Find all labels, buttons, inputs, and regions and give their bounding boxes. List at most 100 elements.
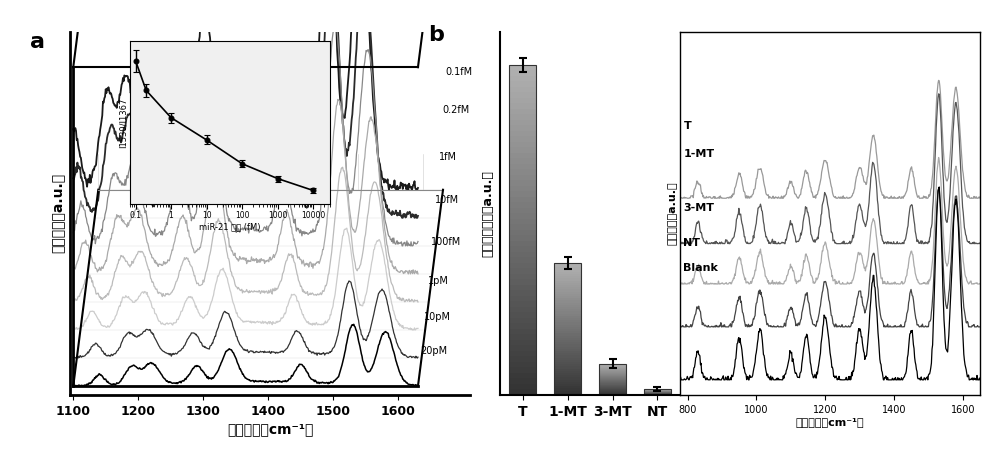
Bar: [509, 213, 536, 219]
Bar: [599, 367, 626, 368]
Bar: [599, 376, 626, 377]
Bar: [599, 370, 626, 371]
Bar: [509, 312, 536, 318]
Bar: [509, 241, 536, 247]
Bar: [509, 87, 536, 92]
Bar: [554, 278, 581, 281]
Bar: [509, 65, 536, 70]
Bar: [599, 373, 626, 374]
Text: 0.2fM: 0.2fM: [442, 105, 469, 115]
Bar: [599, 372, 626, 373]
Bar: [554, 263, 581, 395]
Bar: [509, 279, 536, 285]
Bar: [554, 289, 581, 291]
Bar: [509, 98, 536, 104]
Bar: [509, 76, 536, 81]
Bar: [599, 371, 626, 372]
Bar: [509, 390, 536, 395]
Bar: [599, 385, 626, 386]
Bar: [599, 369, 626, 370]
Bar: [554, 265, 581, 267]
Text: T: T: [683, 121, 691, 131]
Bar: [509, 142, 536, 148]
Text: 20pM: 20pM: [421, 345, 448, 355]
Bar: [509, 169, 536, 175]
Bar: [509, 379, 536, 384]
Bar: [509, 367, 536, 373]
Bar: [554, 388, 581, 390]
Bar: [599, 394, 626, 395]
Bar: [554, 329, 581, 331]
Bar: [509, 247, 536, 252]
Bar: [509, 235, 536, 241]
Bar: [554, 336, 581, 338]
Bar: [554, 316, 581, 318]
Bar: [644, 389, 671, 395]
Bar: [554, 358, 581, 360]
Bar: [509, 120, 536, 125]
Bar: [509, 384, 536, 390]
Bar: [554, 346, 581, 349]
Bar: [509, 291, 536, 296]
X-axis label: miR-21 浓度 (fM): miR-21 浓度 (fM): [199, 222, 261, 232]
Bar: [509, 192, 536, 197]
Bar: [554, 320, 581, 322]
Bar: [554, 305, 581, 307]
Bar: [509, 202, 536, 208]
Bar: [509, 318, 536, 323]
Bar: [509, 136, 536, 142]
Bar: [554, 281, 581, 283]
Bar: [599, 379, 626, 380]
Y-axis label: 拉曼强度（a.u.）: 拉曼强度（a.u.）: [52, 173, 66, 253]
Bar: [554, 380, 581, 382]
Bar: [599, 366, 626, 367]
Bar: [509, 323, 536, 329]
Bar: [554, 342, 581, 344]
Bar: [554, 285, 581, 287]
Bar: [509, 224, 536, 230]
Text: 1-MT: 1-MT: [683, 149, 715, 159]
Bar: [599, 381, 626, 382]
Bar: [554, 296, 581, 298]
Y-axis label: 相对拉曼强度（a.u.）: 相对拉曼强度（a.u.）: [481, 170, 494, 257]
Bar: [509, 340, 536, 345]
Text: 100fM: 100fM: [431, 237, 462, 247]
Bar: [554, 333, 581, 336]
Bar: [509, 257, 536, 263]
Bar: [554, 322, 581, 325]
Bar: [554, 276, 581, 278]
Y-axis label: 拉曼强度（a.u.）: 拉曼强度（a.u.）: [667, 182, 677, 245]
Bar: [554, 270, 581, 271]
Bar: [509, 345, 536, 351]
Text: 1fM: 1fM: [438, 152, 456, 162]
Bar: [554, 307, 581, 309]
Bar: [509, 109, 536, 114]
Bar: [554, 287, 581, 289]
Bar: [599, 391, 626, 392]
Text: Blank: Blank: [683, 262, 718, 272]
Bar: [554, 393, 581, 395]
Bar: [509, 274, 536, 279]
Bar: [599, 389, 626, 390]
Bar: [509, 362, 536, 367]
Bar: [554, 325, 581, 327]
Bar: [509, 285, 536, 291]
Bar: [554, 294, 581, 296]
Bar: [554, 283, 581, 285]
Bar: [509, 158, 536, 164]
Text: 10fM: 10fM: [435, 195, 459, 205]
Bar: [599, 375, 626, 376]
Bar: [509, 252, 536, 257]
Bar: [554, 377, 581, 380]
Bar: [509, 153, 536, 158]
Bar: [509, 219, 536, 224]
Bar: [554, 390, 581, 393]
Bar: [509, 335, 536, 340]
Bar: [554, 314, 581, 316]
Text: b: b: [428, 25, 444, 44]
Bar: [599, 384, 626, 385]
Text: 10pM: 10pM: [424, 312, 451, 322]
Bar: [509, 301, 536, 307]
Bar: [599, 368, 626, 369]
Bar: [554, 311, 581, 314]
